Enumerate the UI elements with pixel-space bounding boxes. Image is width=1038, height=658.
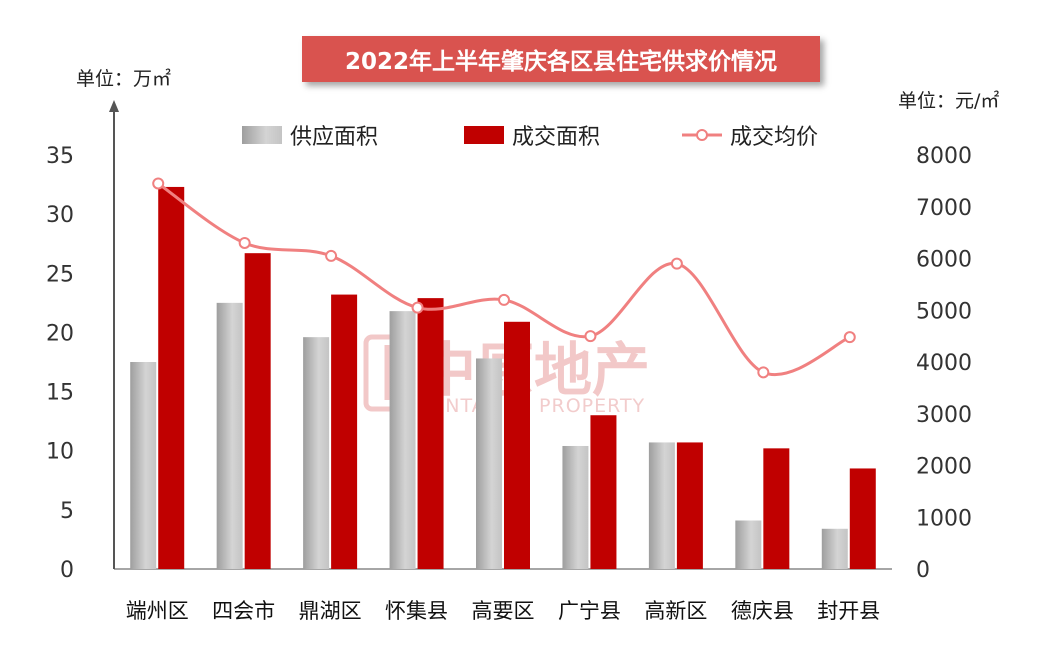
price-point	[498, 293, 510, 306]
right-tick-label: 1000	[916, 506, 972, 531]
category-label: 封开县	[817, 599, 880, 623]
legend: 供应面积 成交面积 成交均价	[242, 125, 818, 150]
deal-bar	[763, 448, 790, 569]
watermark-en: CENTALINE PROPERTY	[418, 395, 645, 417]
supply-bar	[648, 442, 675, 569]
left-tick-label: 15	[46, 381, 74, 406]
left-axis-unit: 单位：万㎡	[76, 68, 172, 90]
right-tick-label: 6000	[916, 248, 972, 273]
price-point	[325, 249, 338, 262]
right-tick-label: 4000	[916, 351, 972, 376]
category-label: 鼎湖区	[299, 599, 362, 623]
left-tick-label: 0	[60, 558, 74, 583]
category-label: 端州区	[126, 599, 189, 623]
right-tick-label: 7000	[916, 196, 972, 221]
left-tick-label: 20	[46, 321, 74, 346]
deal-bar	[244, 253, 271, 570]
supply-bar	[389, 311, 416, 569]
legend-supply-swatch	[242, 126, 282, 144]
price-point	[843, 331, 856, 344]
legend-deal-label: 成交面积	[512, 125, 600, 150]
category-label: 四会市	[212, 599, 275, 623]
category-labels: 端州区 四会市 鼎湖区 怀集县 高要区 广宁县 高新区 德庆县 封开县	[126, 599, 881, 623]
left-axis-ticks: 0 5 10 15 20 25 30 35	[46, 144, 74, 583]
supply-bar	[735, 520, 762, 569]
deal-bar	[504, 321, 530, 569]
price-point	[152, 177, 165, 190]
chart-title: 2022年上半年肇庆各区县住宅供求价情况	[302, 36, 820, 82]
axes	[109, 100, 892, 570]
right-tick-label: 8000	[916, 144, 972, 169]
supply-bar	[476, 358, 502, 569]
right-tick-label: 3000	[916, 403, 972, 428]
supply-bar	[821, 528, 848, 569]
supply-bar	[303, 337, 330, 569]
right-tick-label: 5000	[916, 299, 972, 324]
supply-bar	[216, 302, 243, 569]
left-tick-label: 5	[60, 499, 74, 524]
legend-price-label: 成交均价	[730, 125, 818, 150]
category-label: 怀集县	[385, 599, 448, 623]
deal-bar	[676, 442, 703, 569]
legend-price-marker	[696, 129, 708, 141]
left-tick-label: 25	[46, 262, 74, 287]
left-tick-label: 30	[46, 203, 74, 228]
watermark-cn: 中原地产	[418, 336, 650, 404]
deal-bar	[590, 415, 617, 569]
deal-bar	[849, 468, 876, 569]
right-tick-label: 0	[916, 558, 930, 583]
price-point	[757, 366, 770, 379]
left-tick-label: 35	[46, 144, 74, 169]
price-line	[152, 177, 856, 379]
right-axis-ticks: 0 1000 2000 3000 4000 5000 6000 7000 8000	[916, 144, 972, 583]
price-point	[238, 236, 251, 249]
price-point	[670, 257, 683, 270]
category-label: 高要区	[472, 599, 535, 623]
deal-bar	[417, 298, 444, 569]
deal-bar	[331, 294, 358, 569]
supply-bar	[130, 362, 157, 569]
right-axis-unit: 单位：元/㎡	[898, 90, 1000, 112]
price-point	[584, 330, 597, 343]
right-tick-label: 2000	[916, 455, 972, 480]
legend-deal-swatch	[464, 126, 504, 144]
category-label: 广宁县	[558, 599, 621, 623]
category-label: 德庆县	[731, 599, 794, 623]
deal-bar	[158, 186, 185, 570]
watermark: 中原地产 CENTALINE PROPERTY	[363, 334, 650, 417]
supply-bar	[562, 445, 589, 569]
legend-supply-label: 供应面积	[290, 125, 378, 150]
price-point	[411, 301, 424, 314]
category-label: 高新区	[644, 599, 707, 623]
bars	[130, 186, 876, 570]
price-line-path	[157, 182, 851, 376]
left-tick-label: 10	[46, 440, 74, 465]
y-axis-arrow-icon	[109, 100, 119, 112]
